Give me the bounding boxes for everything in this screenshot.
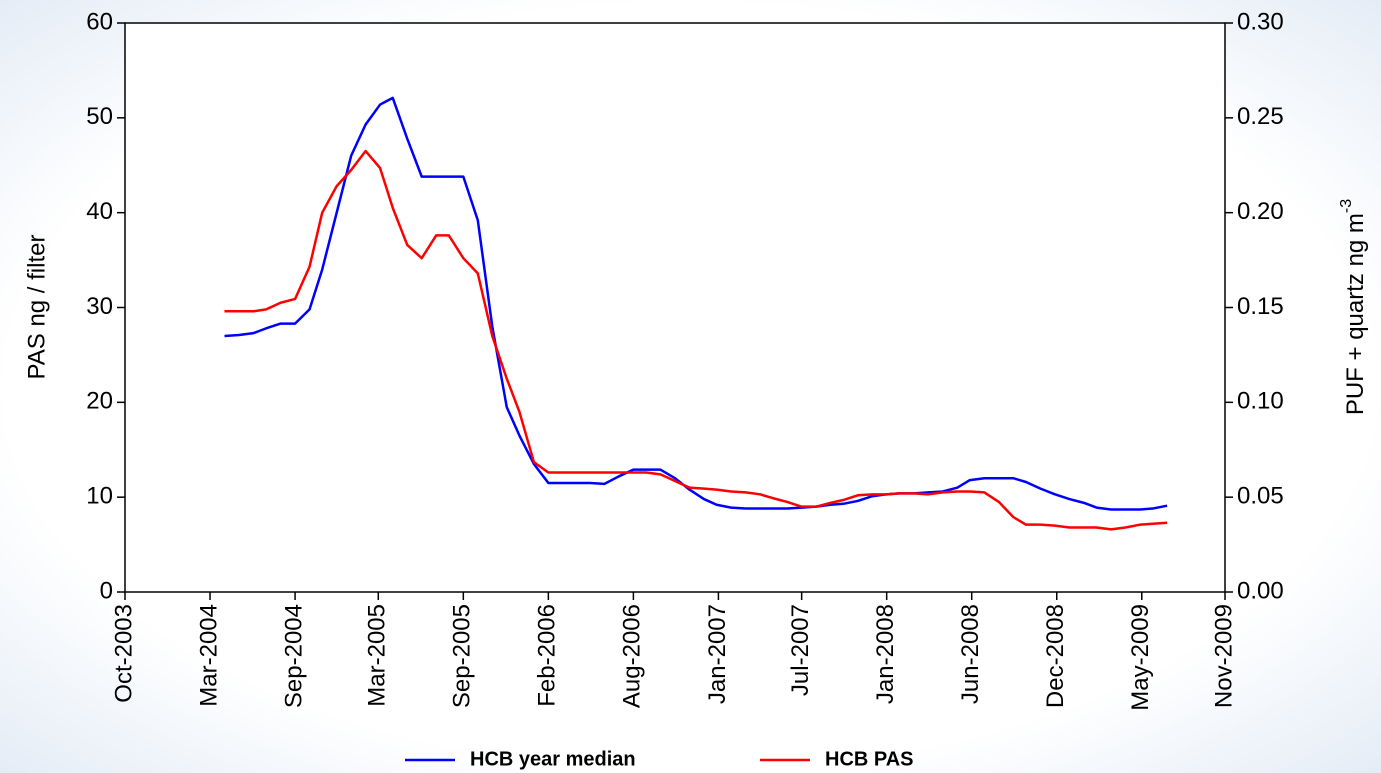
x-tick-label: Jan-2008	[872, 604, 899, 704]
y-tick-label: 10	[86, 483, 113, 510]
legend-label: HCB year median	[470, 748, 636, 770]
x-tick-label: Nov-2009	[1210, 604, 1237, 708]
legend-label: HCB PAS	[825, 748, 914, 770]
y-axis-title: PAS ng / filter	[23, 235, 50, 380]
y2-tick-label: 0.15	[1237, 293, 1284, 320]
x-tick-label: Jan-2007	[704, 604, 731, 704]
data-line	[224, 149, 1168, 531]
y2-tick-label: 0.20	[1237, 198, 1284, 225]
y2-tick-label: 0.25	[1237, 103, 1284, 130]
y2-tick-label: 0.30	[1237, 8, 1284, 35]
y-tick-label: 30	[86, 293, 113, 320]
x-tick-label: Jul-2007	[787, 604, 814, 696]
y2-tick-label: 0.10	[1237, 388, 1284, 415]
y-tick-label: 60	[86, 8, 113, 35]
x-tick-label: Sep-2005	[449, 604, 476, 708]
x-tick-label: Aug-2006	[619, 604, 646, 708]
x-tick-label: Sep-2004	[280, 604, 307, 708]
y-tick-label: 0	[100, 577, 113, 604]
y2-tick-label: 0.05	[1237, 483, 1284, 510]
y2-title-main: PUF + quartz ng m	[1342, 213, 1369, 415]
data-line	[224, 96, 1168, 511]
x-tick-label: Oct-2003	[110, 604, 137, 703]
y2-axis-title: PUF + quartz ng m-3	[1338, 199, 1369, 415]
x-tick-label: Mar-2005	[364, 604, 391, 707]
y-tick-label: 50	[86, 103, 113, 130]
plot-area	[124, 22, 1226, 593]
x-tick-label: Mar-2004	[195, 604, 222, 707]
x-tick-label: Jun-2008	[957, 604, 984, 704]
y2-title-sup: -3	[1338, 199, 1355, 213]
y-tick-label: 40	[86, 198, 113, 225]
x-tick-label: Feb-2006	[534, 604, 561, 707]
x-tick-label: Dec-2008	[1042, 604, 1069, 708]
x-tick-label: May-2009	[1127, 604, 1154, 711]
y-tick-label: 20	[86, 388, 113, 415]
y2-tick-label: 0.00	[1237, 577, 1284, 604]
